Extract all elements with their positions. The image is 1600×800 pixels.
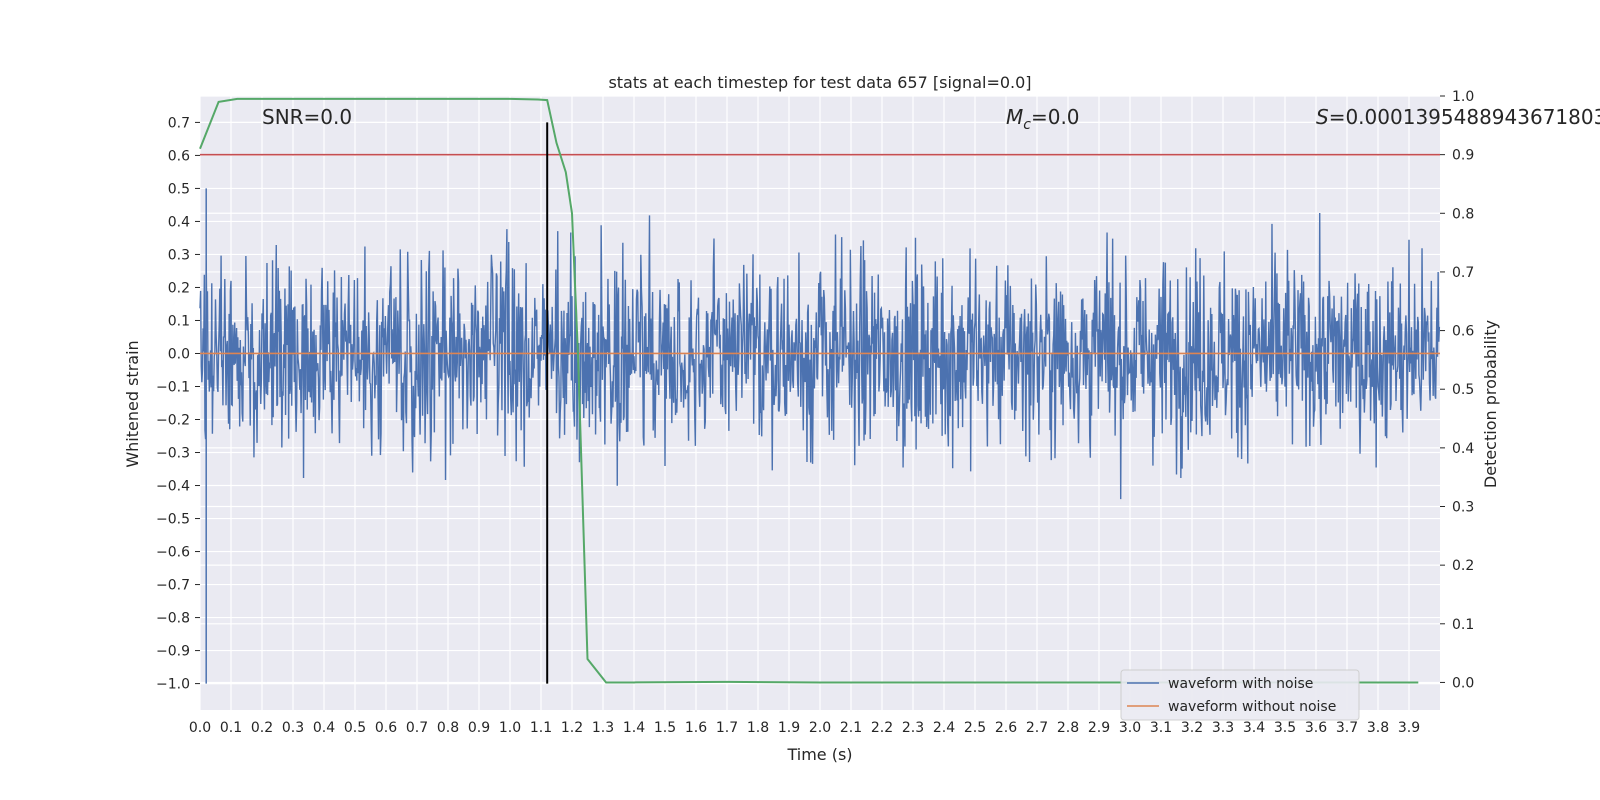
noisy-waveform-series — [199, 188, 1441, 684]
x-tick-label: 3.6 — [1305, 720, 1327, 736]
x-tick-label: 0.8 — [437, 720, 459, 736]
x-tick-label: 2.3 — [902, 720, 924, 736]
s-symbol: S — [1316, 105, 1329, 129]
x-tick-label: 0.1 — [220, 720, 242, 736]
right-y-tick-label: 0.0 — [1452, 675, 1474, 691]
x-tick-label: 3.1 — [1150, 720, 1172, 736]
right-y-tick-label: 0.3 — [1452, 500, 1474, 516]
y-tick-label: −0.7 — [156, 578, 190, 594]
x-tick-label: 1.8 — [747, 720, 769, 736]
x-tick-label: 2.8 — [1057, 720, 1079, 736]
x-tick-label: 3.8 — [1367, 720, 1389, 736]
legend-box — [1120, 669, 1360, 721]
x-tick-label: 2.7 — [1026, 720, 1048, 736]
y-tick-label: −0.8 — [156, 611, 190, 627]
right-y-tick-label: 0.8 — [1452, 206, 1474, 222]
legend-label-with-noise: waveform with noise — [1168, 676, 1313, 692]
x-tick-label: 1.0 — [499, 720, 521, 736]
x-tick-label: 0.4 — [313, 720, 335, 736]
right-y-tick-label: 0.7 — [1452, 265, 1474, 281]
y-tick-label: −0.1 — [156, 379, 190, 395]
x-tick-label: 2.6 — [995, 720, 1017, 736]
x-tick-label: 1.4 — [623, 720, 645, 736]
right-y-axis-ticks: 1.0 0.9 0.8 0.7 0.6 0.5 0.4 0.3 0.2 0.1 0.0 — [1440, 89, 1474, 691]
x-tick-label: 1.9 — [778, 720, 800, 736]
x-tick-label: 3.5 — [1274, 720, 1296, 736]
y-tick-label: 0.2 — [168, 280, 190, 296]
y-tick-label: 0.0 — [168, 346, 190, 362]
x-tick-label: 3.2 — [1181, 720, 1203, 736]
x-tick-label: 3.7 — [1336, 720, 1358, 736]
x-tick-label: 2.9 — [1088, 720, 1110, 736]
x-tick-label: 3.0 — [1119, 720, 1141, 736]
y-tick-label: −0.5 — [156, 512, 190, 528]
x-tick-label: 1.6 — [685, 720, 707, 736]
y-tick-label: −0.3 — [156, 446, 190, 462]
x-tick-label: 3.4 — [1243, 720, 1265, 736]
y-tick-label: −0.9 — [156, 644, 190, 660]
right-y-tick-label: 0.9 — [1452, 148, 1474, 164]
chirp-mass-symbol: M — [1006, 105, 1023, 129]
legend: waveform with noise waveform without noi… — [1120, 669, 1360, 721]
right-y-tick-label: 0.2 — [1452, 558, 1474, 574]
legend-label-without-noise: waveform without noise — [1168, 699, 1336, 715]
x-tick-label: 2.0 — [809, 720, 831, 736]
grid — [199, 95, 1440, 710]
x-tick-label: 1.1 — [530, 720, 552, 736]
chirp-mass-annotation: Mc=0.0 — [1006, 105, 1080, 133]
y-tick-label: 0.5 — [168, 181, 190, 197]
right-y-tick-label: 0.5 — [1452, 382, 1474, 398]
snr-annotation: SNR=0.0 — [262, 105, 352, 129]
y-tick-label: −0.4 — [156, 479, 190, 495]
x-tick-label: 0.0 — [189, 720, 211, 736]
y-axis-label: Whitened strain — [123, 340, 142, 467]
y-tick-label: −1.0 — [156, 677, 190, 693]
x-tick-label: 2.2 — [871, 720, 893, 736]
y-tick-label: 0.3 — [168, 247, 190, 263]
x-tick-label: 0.2 — [251, 720, 273, 736]
chirp-mass-subscript: c — [1023, 117, 1031, 133]
y-tick-label: 0.6 — [168, 148, 190, 164]
x-tick-label: 0.9 — [468, 720, 490, 736]
y-tick-label: −0.6 — [156, 545, 190, 561]
x-tick-label: 3.9 — [1398, 720, 1420, 736]
right-y-axis-label: Detection probability — [1481, 320, 1500, 488]
x-tick-label: 0.7 — [406, 720, 428, 736]
right-y-tick-label: 1.0 — [1452, 89, 1474, 105]
right-y-tick-label: 0.4 — [1452, 441, 1474, 457]
x-tick-label: 1.3 — [592, 720, 614, 736]
right-y-tick-label: 0.1 — [1452, 617, 1474, 633]
chart-title: stats at each timestep for test data 657… — [608, 73, 1031, 92]
y-tick-label: 0.4 — [168, 214, 190, 230]
waveform-with-noise-line — [199, 212, 1441, 500]
x-tick-label: 1.7 — [716, 720, 738, 736]
y-tick-label: −0.2 — [156, 413, 190, 429]
x-tick-label: 3.3 — [1212, 720, 1234, 736]
x-tick-label: 2.1 — [840, 720, 862, 736]
s-value: =0.00013954889436718035 — [1329, 105, 1600, 129]
s-annotation: S=0.00013954889436718035 — [1316, 105, 1600, 129]
x-tick-label: 2.5 — [964, 720, 986, 736]
x-tick-label: 0.6 — [375, 720, 397, 736]
chirp-mass-value: =0.0 — [1031, 105, 1080, 129]
x-tick-label: 0.5 — [344, 720, 366, 736]
x-tick-label: 0.3 — [282, 720, 304, 736]
x-axis-label: Time (s) — [786, 745, 852, 764]
y-tick-label: 0.7 — [168, 115, 190, 131]
x-tick-label: 2.4 — [933, 720, 955, 736]
detection-probability-line — [199, 97, 1419, 684]
overlay-lines — [199, 97, 1440, 684]
x-tick-label: 1.5 — [654, 720, 676, 736]
x-tick-label: 1.2 — [561, 720, 583, 736]
right-y-tick-label: 0.6 — [1452, 324, 1474, 340]
y-axis-ticks: 0.7 0.6 0.5 0.4 0.3 0.2 0.1 0.0 −0.1 −0.2 −0.3 −0.4… — [156, 115, 200, 693]
y-tick-label: 0.1 — [168, 313, 190, 329]
x-axis-ticks: 0.0 0.1 0.2 0.3 0.4 0.5 0.6 0.7 0.8 0.9 1.0 1.1 1.2 1… — [189, 720, 1420, 736]
